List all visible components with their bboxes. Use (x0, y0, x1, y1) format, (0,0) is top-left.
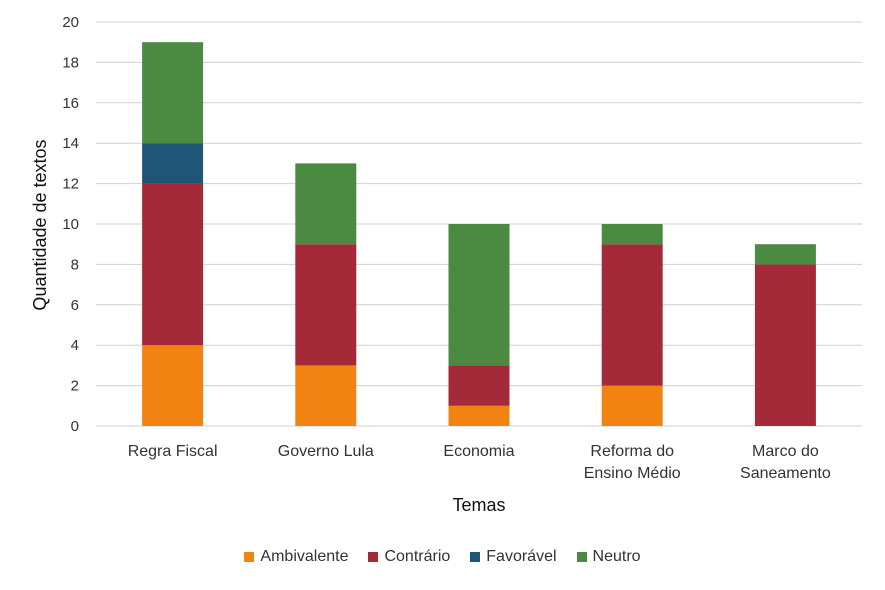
y-tick-label: 2 (71, 378, 79, 395)
bars (142, 42, 816, 426)
bar-segment-favoravel (142, 143, 204, 184)
bar-segment-contrario (295, 244, 357, 366)
y-tick-labels: 0 2 4 6 8 10 12 14 16 18 20 (62, 14, 79, 435)
bar-segment-ambivalente (142, 345, 204, 426)
bar-segment-neutro (448, 224, 510, 366)
y-tick-label: 8 (71, 256, 79, 273)
legend-swatch (244, 552, 255, 562)
y-tick-label: 10 (62, 216, 79, 233)
bar-segment-contrario (448, 365, 510, 406)
legend-label: Ambivalente (260, 548, 349, 565)
x-category-label: Regra Fiscal (128, 443, 218, 460)
x-category-label: Marco do (752, 443, 819, 460)
y-tick-label: 6 (71, 297, 79, 314)
y-tick-label: 20 (62, 14, 79, 31)
x-category-label: Ensino Médio (584, 465, 681, 482)
legend-swatch (576, 552, 587, 562)
legend-label: Neutro (592, 548, 641, 565)
y-tick-label: 14 (62, 135, 79, 152)
bar-segment-contrario (601, 244, 663, 386)
bar-segment-neutro (295, 163, 357, 245)
x-category-label: Saneamento (740, 465, 831, 482)
legend-label: Contrário (384, 548, 451, 565)
legend-swatch (470, 552, 481, 562)
legend-item: Ambivalente (244, 548, 348, 566)
y-tick-label: 12 (62, 176, 79, 193)
bar-segment-ambivalente (295, 365, 357, 426)
bar-segment-ambivalente (601, 385, 663, 426)
bar-segment-contrario (754, 264, 816, 426)
bar-segment-neutro (754, 244, 816, 265)
x-category-label: Economia (443, 443, 514, 460)
legend-item: Contrário (368, 548, 450, 566)
legend-item: Favorável (470, 548, 557, 566)
y-tick-label: 16 (62, 95, 79, 112)
legend-label: Favorável (486, 548, 557, 565)
y-tick-label: 18 (62, 54, 79, 71)
y-tick-label: 0 (71, 418, 79, 435)
x-axis-title: Temas (452, 495, 505, 515)
bar-segment-neutro (601, 224, 663, 245)
legend-swatch (368, 552, 379, 562)
legend-item: Neutro (576, 548, 641, 566)
bar-segment-contrario (142, 183, 204, 346)
x-category-label: Reforma do (590, 443, 674, 460)
y-tick-label: 4 (71, 337, 79, 354)
x-category-labels: Regra Fiscal Governo Lula Economia Reforma … (128, 443, 831, 482)
bar-segment-ambivalente (448, 405, 510, 426)
y-axis-title: Quantidade de textos (30, 139, 50, 310)
stacked-bar-chart: 0 2 4 6 8 10 12 14 16 18 20 Regra Fiscal Governo Lu… (30, 14, 862, 515)
legend: Ambivalente Contrário Favorável Neutro (0, 548, 885, 566)
bar-segment-neutro (142, 42, 204, 144)
x-category-label: Governo Lula (278, 443, 374, 460)
